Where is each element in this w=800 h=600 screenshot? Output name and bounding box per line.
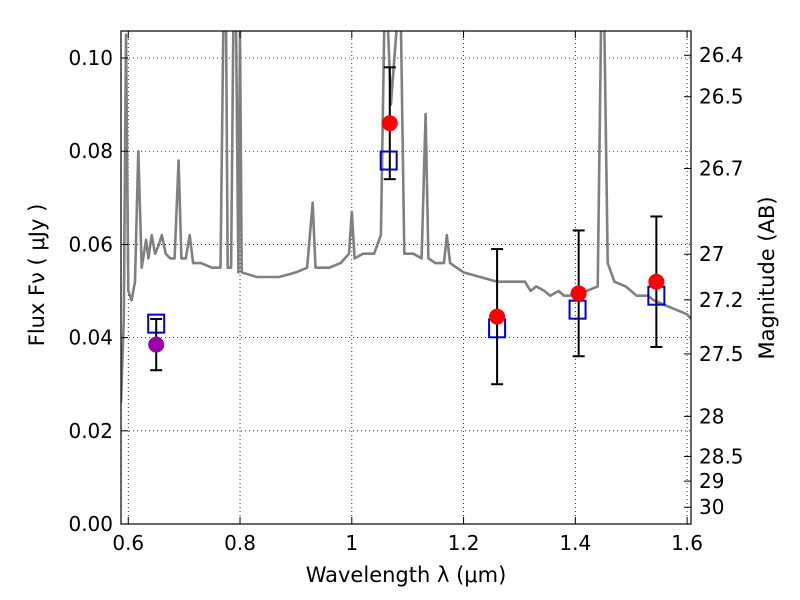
y2-tick-label: 26.4 <box>699 43 744 67</box>
y2-axis-label: Magnitude (AB) <box>755 196 779 359</box>
x-tick-label: 0.8 <box>224 531 256 555</box>
y2-tick-label: 26.7 <box>699 156 744 180</box>
y2-tick-label: 28 <box>699 404 724 428</box>
plot-area <box>121 31 691 403</box>
y-tick-label: 0.00 <box>68 512 113 536</box>
axes-frame <box>120 30 692 525</box>
y-axis-label: Flux Fν ( μJy ) <box>25 204 49 347</box>
y2-tick-label: 27.2 <box>699 288 744 312</box>
y-tick-label: 0.04 <box>68 326 113 350</box>
y2-tick-label: 27 <box>699 242 724 266</box>
observed-point <box>570 285 587 302</box>
observed-point <box>648 273 665 290</box>
y-tick-label: 0.02 <box>68 419 113 443</box>
observed-point <box>381 115 398 132</box>
x-tick-label: 1.4 <box>559 531 591 555</box>
y2-tick-label: 26.5 <box>699 85 744 109</box>
x-tick-label: 1.2 <box>448 531 480 555</box>
y-tick-label: 0.08 <box>68 139 113 163</box>
y2-tick-label: 28.5 <box>699 444 744 468</box>
x-tick-label: 1 <box>345 531 358 555</box>
observed-point <box>148 336 165 353</box>
observed-point <box>489 308 506 325</box>
spectrum-line <box>121 31 691 403</box>
y-tick-label: 0.10 <box>68 46 113 70</box>
y2-tick-label: 29 <box>699 469 724 493</box>
x-tick-label: 1.6 <box>671 531 703 555</box>
x-tick-label: 0.6 <box>112 531 144 555</box>
model-square-marker <box>379 150 398 171</box>
x-axis-label: Wavelength λ (μm) <box>306 563 507 587</box>
y2-tick-label: 30 <box>699 495 724 519</box>
y-tick-label: 0.06 <box>68 232 113 256</box>
y2-tick-label: 27.5 <box>699 342 744 366</box>
model-square-marker <box>568 299 587 320</box>
plot-frame <box>120 30 692 525</box>
axis-ticks: 0.6 0.8 1 1.2 1.4 1.6 0.00 0.02 0.04 0.06 0.08 0.10… <box>68 31 744 555</box>
